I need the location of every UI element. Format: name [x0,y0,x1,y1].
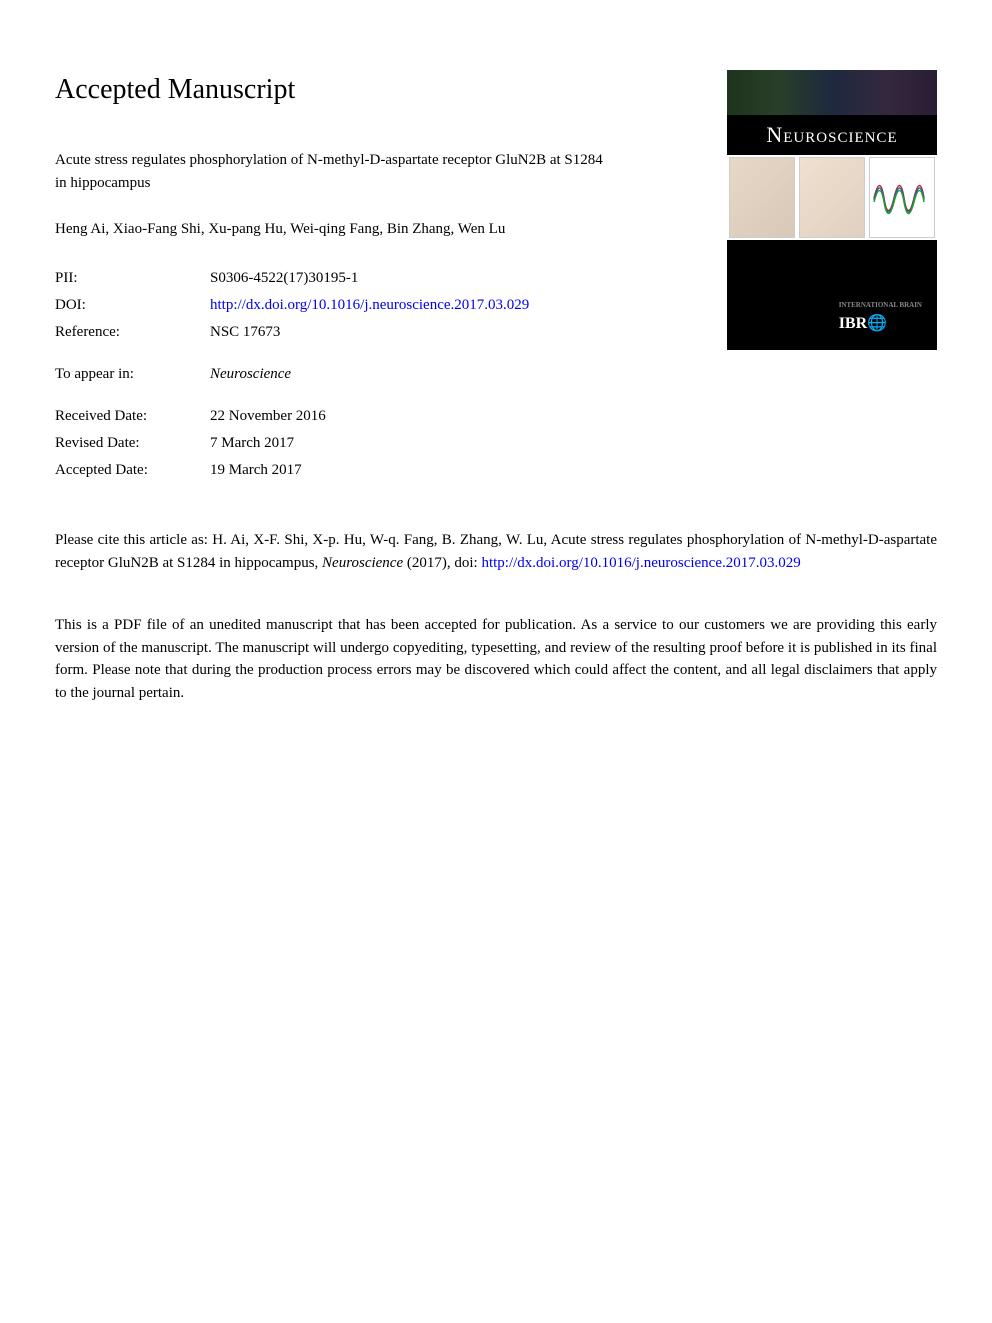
accepted-value: 19 March 2017 [210,457,529,484]
pii-value: S0306-4522(17)30195-1 [210,265,529,292]
cover-panel-2 [799,157,865,238]
header-section: Accepted Manuscript Acute stress regulat… [55,70,937,499]
cover-publisher-logo: INTERNATIONAL BRAIN IBR🌐 [839,301,922,335]
left-column: Accepted Manuscript Acute stress regulat… [55,70,615,499]
appear-label: To appear in: [55,361,210,388]
journal-cover-image: Neuroscience INTERNATIONAL BRAIN IBR🌐 [727,70,937,350]
citation-doi-link[interactable]: http://dx.doi.org/10.1016/j.neuroscience… [481,555,800,571]
globe-icon: 🌐 [867,315,887,332]
reference-value: NSC 17673 [210,319,529,346]
pii-label: PII: [55,265,210,292]
doi-row: DOI: http://dx.doi.org/10.1016/j.neurosc… [55,292,529,319]
received-label: Received Date: [55,403,210,430]
accepted-row: Accepted Date: 19 March 2017 [55,457,529,484]
received-row: Received Date: 22 November 2016 [55,403,529,430]
citation-text: Please cite this article as: H. Ai, X-F.… [55,529,937,574]
received-value: 22 November 2016 [210,403,529,430]
reference-label: Reference: [55,319,210,346]
doi-value: http://dx.doi.org/10.1016/j.neuroscience… [210,292,529,319]
metadata-table: PII: S0306-4522(17)30195-1 DOI: http://d… [55,265,529,484]
doi-label: DOI: [55,292,210,319]
citation-suffix: (2017), doi: [403,555,481,571]
cover-logo-subtitle: INTERNATIONAL BRAIN [839,301,922,311]
journal-name: Neuroscience [210,366,291,382]
appear-row: To appear in: Neuroscience [55,361,529,388]
cover-figure-band [727,155,937,240]
cover-panel-1 [729,157,795,238]
pii-row: PII: S0306-4522(17)30195-1 [55,265,529,292]
cover-logo-text: IBR [839,315,867,332]
revised-value: 7 March 2017 [210,430,529,457]
cover-journal-title: Neuroscience [727,120,937,151]
page-title: Accepted Manuscript [55,70,615,109]
accepted-label: Accepted Date: [55,457,210,484]
reference-row: Reference: NSC 17673 [55,319,529,346]
appear-value: Neuroscience [210,361,529,388]
authors-list: Heng Ai, Xiao-Fang Shi, Xu-pang Hu, Wei-… [55,219,615,240]
cover-wave-icon [872,168,932,228]
cover-decoration-top [727,70,937,115]
revised-row: Revised Date: 7 March 2017 [55,430,529,457]
citation-journal: Neuroscience [322,555,403,571]
disclaimer-text: This is a PDF file of an unedited manusc… [55,614,937,704]
article-title: Acute stress regulates phosphorylation o… [55,149,615,194]
cover-panel-3 [869,157,935,238]
doi-link[interactable]: http://dx.doi.org/10.1016/j.neuroscience… [210,297,529,313]
revised-label: Revised Date: [55,430,210,457]
